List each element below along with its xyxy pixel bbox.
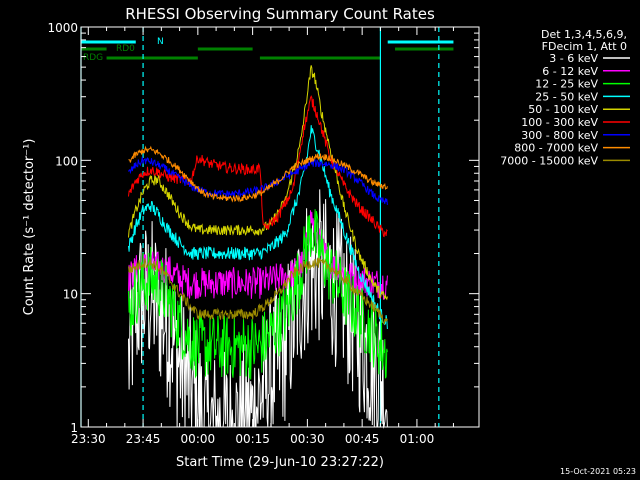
y-tick-label-0: 1 [70,421,78,435]
legend-label-3-6-kev: 3 - 6 keV [549,52,598,65]
legend-label-800-7000-kev: 800 - 7000 keV [514,142,598,155]
chart-title: RHESSI Observing Summary Count Rates [125,5,435,23]
plot-frame [80,26,480,428]
legend-header-0: Det 1,3,4,5,6,9, [541,28,627,41]
flag-label-rd0: RD0 [116,44,135,54]
series-50-100-kev [128,65,388,301]
x-tick-label-4: 00:30 [290,432,325,446]
legend-label-300-800-kev: 300 - 800 keV [521,129,598,142]
flag-label-rdg: RDG [83,53,103,63]
legend-label-6-12-kev: 6 - 12 keV [542,65,598,78]
y-tick-label-1: 10 [63,288,78,302]
series-12-25-kev [128,209,388,380]
legend: Det 1,3,4,5,6,9,FDecim 1, Att 03 - 6 keV… [500,28,630,167]
legend-header-1: FDecim 1, Att 0 [542,40,627,53]
flags-layer: N RD0 RDG [81,37,454,63]
x-tick-label-5: 00:45 [345,432,380,446]
x-tick-label-3: 00:15 [235,432,270,446]
series-25-50-kev [128,125,388,330]
axes-layer: 23:30 23:45 00:00 00:15 00:30 00:45 01:00 1 10 10… [47,21,479,446]
y-axis-label: Count Rate (s⁻¹ detector⁻¹) [22,139,37,316]
series-7000-15000-kev [128,257,388,326]
series-100-300-kev [128,95,388,238]
legend-label-7000-15000-kev: 7000 - 15000 keV [500,154,598,167]
plot-timestamp: 15-Oct-2021 05:23 [560,467,636,476]
legend-label-100-300-kev: 100 - 300 keV [521,116,598,129]
x-tick-label-6: 01:00 [400,432,435,446]
y-tick-label-2: 100 [55,154,78,168]
flag-label-n: N [157,37,164,47]
x-tick-label-2: 00:00 [181,432,216,446]
legend-label-25-50-kev: 25 - 50 keV [535,90,598,103]
y-tick-label-3: 1000 [47,21,78,35]
legend-label-50-100-kev: 50 - 100 keV [528,103,598,116]
x-tick-label-0: 23:30 [71,432,106,446]
x-tick-label-1: 23:45 [126,432,161,446]
x-axis-label: Start Time (29-Jun-10 23:27:22) [176,455,384,470]
series-layer [128,65,388,429]
series-800-7000-kev [128,145,388,203]
legend-label-12-25-kev: 12 - 25 keV [535,78,598,91]
series-300-800-kev [128,156,388,205]
